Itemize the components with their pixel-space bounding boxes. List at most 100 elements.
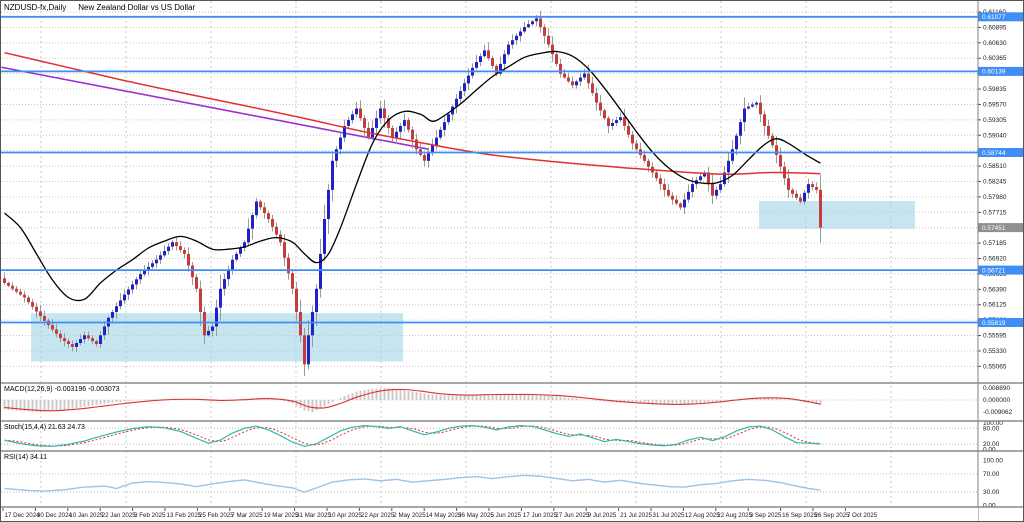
- candle: [735, 135, 738, 150]
- candle: [623, 117, 626, 126]
- price-axis-bg[interactable]: [978, 1, 1024, 507]
- candle: [439, 129, 442, 138]
- candle: [703, 172, 706, 177]
- candle: [259, 201, 262, 208]
- candle: [351, 114, 354, 121]
- candle: [463, 83, 466, 92]
- candle: [139, 274, 142, 280]
- candle: [287, 257, 290, 274]
- candle: [339, 137, 342, 150]
- candle: [67, 341, 70, 344]
- candle: [191, 265, 194, 278]
- rsi-line: [4, 474, 821, 493]
- trendline-purple[interactable]: [1, 66, 429, 150]
- candle: [31, 302, 34, 307]
- candle: [775, 145, 778, 155]
- rsi-axis-label: 70.00: [983, 471, 1000, 478]
- candle: [143, 270, 146, 275]
- highlight-zone[interactable]: [759, 201, 915, 229]
- time-tick-label: 25 Feb 2025: [199, 512, 234, 519]
- candle: [307, 335, 310, 365]
- trendline-layer[interactable]: [1, 66, 429, 150]
- candle: [95, 341, 98, 344]
- candle: [27, 297, 30, 303]
- candle: [55, 329, 58, 334]
- price-tick-label: 0.58510: [983, 163, 1007, 170]
- candle: [3, 278, 6, 283]
- level-price-tag: [978, 148, 1023, 157]
- candle: [319, 253, 322, 289]
- candle: [311, 312, 314, 336]
- ma-slow-red: [4, 51, 821, 175]
- candle: [379, 108, 382, 119]
- candle: [187, 253, 190, 266]
- candle: [467, 75, 470, 84]
- candle: [435, 137, 438, 146]
- moving-averages: [4, 50, 821, 302]
- candle: [543, 27, 546, 36]
- price-tick-label: 0.55330: [983, 348, 1007, 355]
- candle: [795, 193, 798, 198]
- candle: [739, 122, 742, 136]
- candle: [555, 54, 558, 64]
- level-price-tag-label: 0.55819: [982, 320, 1006, 327]
- candle: [299, 312, 302, 336]
- candle: [715, 189, 718, 196]
- price-tick-label: 0.56390: [983, 286, 1007, 293]
- price-tick-label: 0.59040: [983, 132, 1007, 139]
- time-axis-bg[interactable]: [1, 508, 978, 522]
- time-tick-label: 26 Sep 2025: [815, 512, 851, 519]
- candle: [215, 307, 218, 327]
- candle: [479, 56, 482, 62]
- price-axis[interactable]: 0.611600.608950.606300.603650.601000.598…: [977, 1, 1024, 522]
- level-price-tag-label: 0.60139: [982, 69, 1006, 76]
- candle: [791, 189, 794, 194]
- candle: [719, 184, 722, 190]
- candle: [615, 120, 618, 123]
- price-tick-label: 0.56125: [983, 302, 1007, 309]
- panel-separators[interactable]: [1, 382, 1024, 508]
- candle: [179, 246, 182, 250]
- candle: [447, 114, 450, 123]
- candle: [23, 294, 26, 298]
- candle: [327, 189, 330, 219]
- candle: [711, 184, 714, 196]
- rsi-panel: 100.00 70.00 30.00 0.00: [1, 458, 1003, 510]
- candle: [399, 126, 402, 132]
- price-tick-label: 0.59305: [983, 117, 1007, 124]
- candle: [579, 77, 582, 82]
- candle: [659, 178, 662, 185]
- candle: [63, 338, 66, 342]
- candle: [679, 203, 682, 208]
- candle: [387, 118, 390, 128]
- candle: [527, 24, 530, 28]
- time-tick-label: 10 Apr 2025: [329, 512, 363, 519]
- level-price-tag: [978, 66, 1023, 76]
- sr-lines[interactable]: [1, 15, 978, 324]
- level-price-tag-label: 0.56721: [982, 267, 1006, 274]
- candle: [203, 312, 206, 336]
- level-price-tag: [978, 265, 1023, 275]
- candle: [11, 285, 14, 289]
- candle: [511, 40, 514, 45]
- macd-axis-label: 0.000000: [983, 397, 1010, 404]
- candle: [663, 184, 666, 190]
- price-tick-label: 0.59835: [983, 86, 1007, 93]
- candle: [195, 277, 198, 289]
- candle: [751, 104, 754, 107]
- candle: [295, 288, 298, 312]
- candle: [71, 344, 74, 347]
- candle: [223, 279, 226, 289]
- candle: [571, 81, 574, 86]
- candle: [503, 54, 506, 64]
- candle: [135, 279, 138, 285]
- candle: [647, 160, 650, 167]
- candle: [587, 73, 590, 84]
- candle: [383, 108, 386, 119]
- candle: [531, 21, 534, 25]
- chart-plot-area[interactable]: [1, 1, 978, 382]
- candle: [699, 176, 702, 181]
- time-tick-label: 17 Jun 2025: [523, 512, 558, 519]
